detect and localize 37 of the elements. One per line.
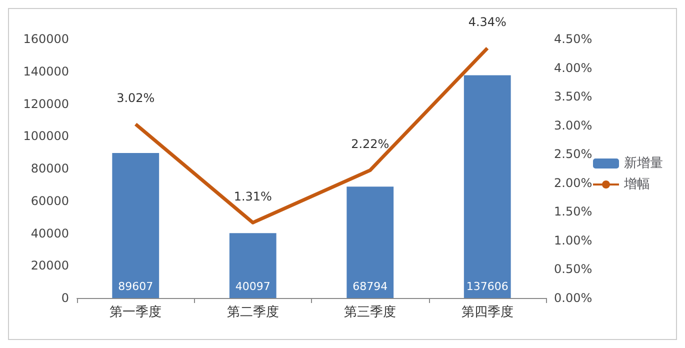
- data-label: 3.02%: [116, 91, 155, 106]
- x-tick-label: 第四季度: [461, 304, 514, 320]
- legend-label: 新增量: [624, 156, 663, 171]
- y-tick-label: 120000: [23, 96, 69, 111]
- data-label: 137606: [466, 280, 508, 293]
- bar: [346, 186, 394, 298]
- x-tick-label: 第一季度: [110, 304, 162, 320]
- y-tick-label: 0: [61, 291, 69, 305]
- data-label: 4.34%: [468, 15, 506, 30]
- y2-tick-label: 2.00%: [554, 176, 592, 190]
- y2-tick-label: 1.50%: [554, 204, 592, 219]
- y2-tick-label: 3.50%: [554, 90, 592, 104]
- y-tick-label: 60000: [30, 194, 69, 208]
- x-tick-label: 第二季度: [226, 304, 279, 320]
- y2-tick-label: 1.00%: [554, 233, 592, 248]
- data-label: 1.31%: [234, 190, 272, 204]
- y2-tick-label: 3.00%: [554, 118, 592, 132]
- bar: [464, 75, 511, 298]
- data-label: 40097: [235, 280, 270, 293]
- legend-label: 增幅: [623, 177, 650, 192]
- y-tick-label: 140000: [23, 64, 69, 78]
- y-tick-label: 40000: [30, 226, 69, 240]
- y2-tick-label: 0.50%: [554, 262, 592, 276]
- y-tick-label: 20000: [30, 258, 69, 273]
- bar: [229, 233, 276, 298]
- y-tick-label: 100000: [23, 129, 69, 144]
- y-tick-label: 160000: [23, 32, 69, 46]
- y2-tick-label: 0.00%: [554, 291, 592, 305]
- data-label: 2.22%: [351, 137, 390, 152]
- y2-tick-label: 2.50%: [554, 147, 592, 162]
- bar: [112, 152, 160, 298]
- data-label: 89607: [118, 280, 154, 293]
- y2-tick-label: 4.00%: [554, 60, 592, 75]
- y-tick-label: 80000: [30, 162, 69, 176]
- data-label: 68794: [352, 280, 388, 293]
- y2-tick-label: 4.50%: [554, 32, 592, 46]
- x-tick-label: 第三季度: [344, 304, 396, 320]
